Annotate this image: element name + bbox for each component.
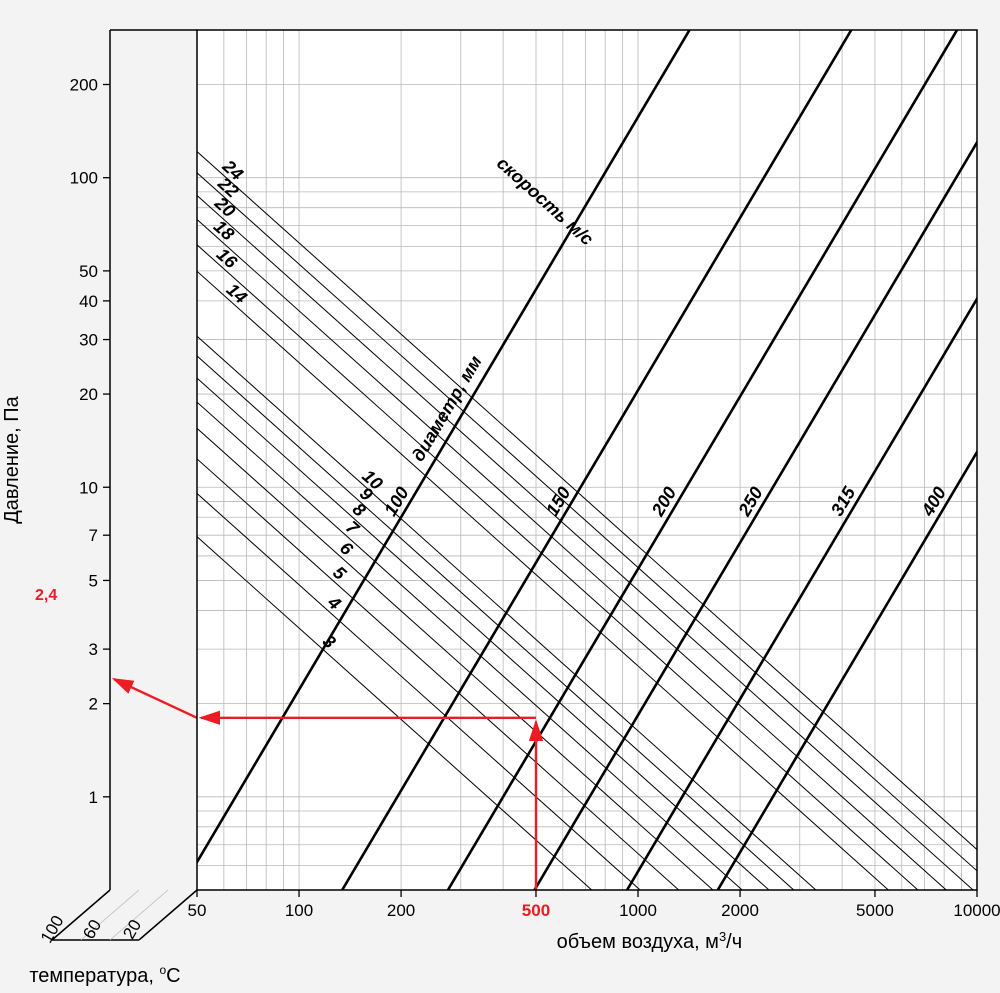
x-tick-label: 50 bbox=[188, 901, 207, 920]
x-tick-label: 10000 bbox=[953, 901, 1000, 920]
y-tick-label: 40 bbox=[79, 292, 98, 311]
nomogram-container: { "canvas": { "width": 1000, "height": 9… bbox=[0, 0, 1000, 993]
y-tick-label: 200 bbox=[70, 76, 98, 95]
y-tick-label: 5 bbox=[89, 571, 98, 590]
y-tick-label: 100 bbox=[70, 169, 98, 188]
x-tick-label: 200 bbox=[387, 901, 415, 920]
y-tick-label: 3 bbox=[89, 640, 98, 659]
x-tick-label: 500 bbox=[522, 901, 550, 920]
x-tick-label: 100 bbox=[285, 901, 313, 920]
x-tick-label: 2000 bbox=[721, 901, 759, 920]
x-tick-label: 5000 bbox=[856, 901, 894, 920]
y-tick-label: 50 bbox=[79, 262, 98, 281]
x-tick-label: 1000 bbox=[619, 901, 657, 920]
y-tick-label: 7 bbox=[89, 526, 98, 545]
y-tick-label: 20 bbox=[79, 385, 98, 404]
temp-tick-label: 100 bbox=[37, 912, 68, 946]
y-tick-label: 30 bbox=[79, 331, 98, 350]
y-tick-label: 2 bbox=[89, 695, 98, 714]
temp-axis-title: температура, oC bbox=[29, 963, 180, 987]
y-tick-label: 10 bbox=[79, 478, 98, 497]
y-tick-label: 1 bbox=[89, 788, 98, 807]
nomogram-svg: 2,4 50 100 200 500 1000 2000 5000 10000 1 2 3 5 7 10 20… bbox=[0, 0, 1000, 993]
result-value: 2,4 bbox=[35, 587, 57, 604]
x-axis-title: объем воздуха, м3/ч bbox=[557, 929, 743, 953]
y-axis-title: Давление, Па bbox=[1, 395, 23, 523]
